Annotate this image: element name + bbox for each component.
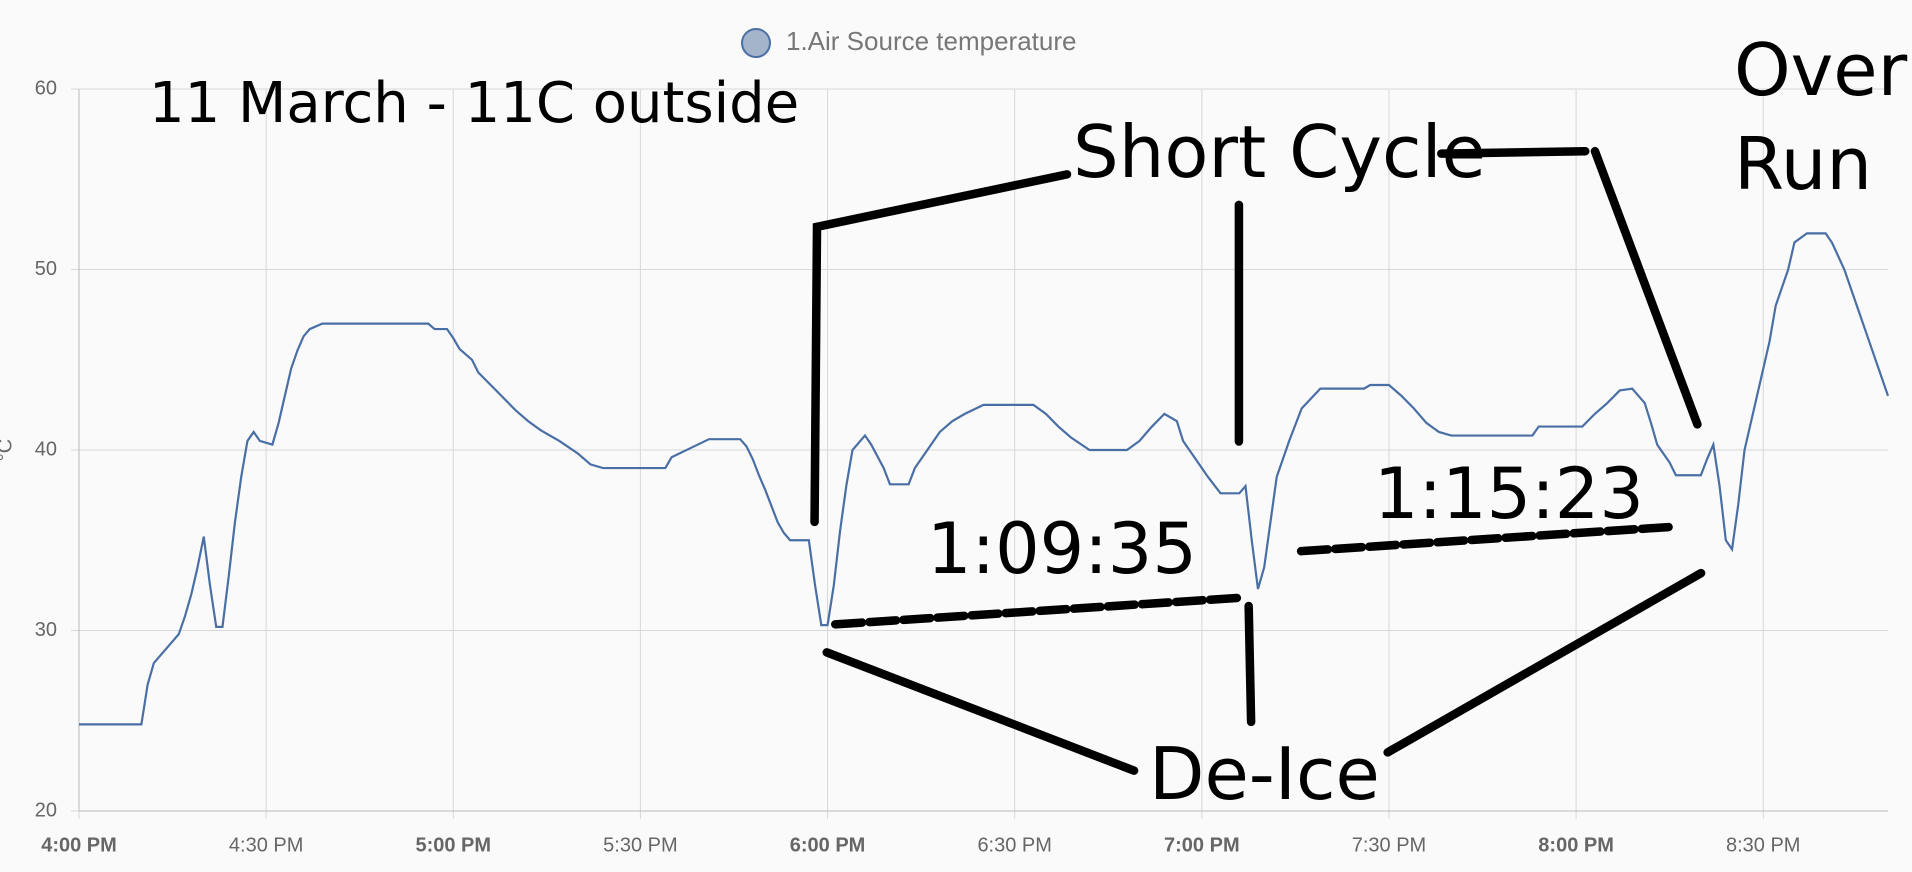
annotation-line — [1296, 522, 1678, 556]
annotation-line — [822, 648, 1139, 775]
legend-label[interactable]: 1.Air Source temperature — [786, 26, 1076, 56]
annotation: 1:15:23 — [1374, 453, 1644, 535]
y-tick-label: 50 — [35, 258, 57, 280]
annotation: Over — [1734, 28, 1908, 112]
y-tick-label: 40 — [35, 438, 57, 460]
x-tick-label: 5:00 PM — [415, 834, 491, 856]
x-tick-label: 6:30 PM — [977, 834, 1051, 856]
annotation-line — [810, 170, 1072, 527]
x-tick-label: 8:30 PM — [1726, 834, 1800, 856]
x-tick-label: 7:30 PM — [1352, 834, 1426, 856]
annotation: Short Cycle — [1073, 110, 1486, 194]
annotation-line — [1590, 146, 1702, 429]
y-tick-label: 30 — [35, 619, 57, 641]
annotation-line — [1437, 146, 1590, 158]
annotation: Run — [1734, 122, 1872, 206]
grid: 20 30 40 50 60 4:00 PM 4:30 PM 5:00 PM 5:30 PM 6:… — [35, 77, 1888, 856]
x-tick-label: 7:00 PM — [1164, 834, 1240, 856]
annotation-line — [1383, 568, 1706, 757]
data-line — [79, 232, 1890, 726]
y-tick-label: 60 — [35, 77, 57, 99]
x-tick-label: 4:00 PM — [41, 834, 117, 856]
annotation-line — [1244, 601, 1256, 727]
x-tick-label: 6:00 PM — [790, 834, 866, 856]
legend-marker — [741, 28, 771, 58]
plot-area — [79, 232, 1890, 726]
x-tick-label: 5:30 PM — [603, 834, 677, 856]
y-tick-label: 20 — [35, 799, 57, 821]
x-tick-label: 8:00 PM — [1538, 834, 1614, 856]
x-tick-label: 4:30 PM — [229, 834, 303, 856]
annotation-lines — [810, 146, 1706, 775]
annotation: 1:09:35 — [927, 508, 1197, 590]
annotation: 11 March - 11C outside — [149, 71, 799, 136]
annotation: De-Ice — [1149, 732, 1380, 816]
y-axis-label: °C — [0, 439, 16, 461]
annotation-line — [831, 593, 1249, 629]
